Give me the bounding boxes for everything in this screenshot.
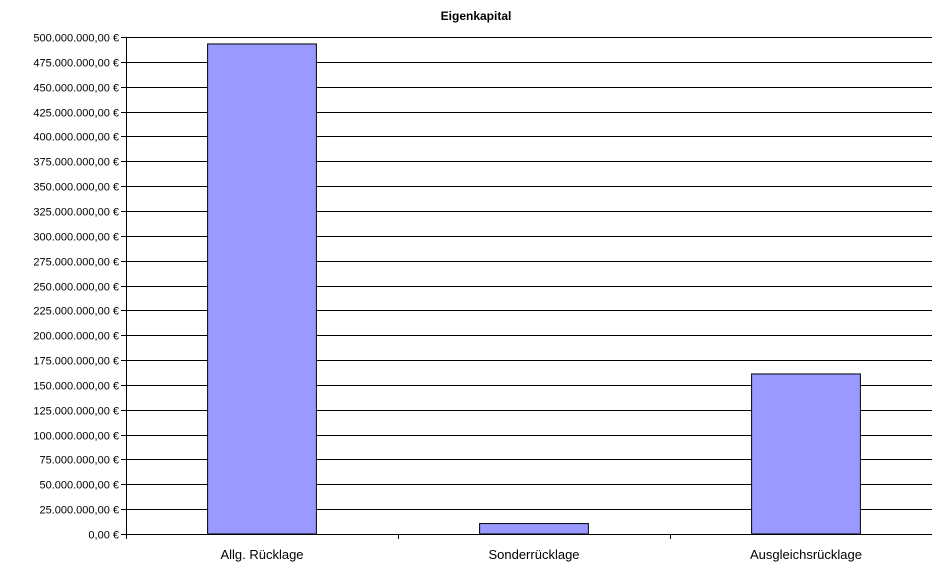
y-tick-label: 50.000.000,00 € bbox=[39, 480, 119, 492]
y-tick-label: 125.000.000,00 € bbox=[33, 406, 119, 418]
y-tick-label: 200.000.000,00 € bbox=[33, 331, 119, 343]
bar bbox=[479, 523, 589, 535]
y-tick-label: 500.000.000,00 € bbox=[33, 33, 119, 45]
y-tick-label: 175.000.000,00 € bbox=[33, 356, 119, 368]
y-tick-label: 150.000.000,00 € bbox=[33, 381, 119, 393]
y-tick-label: 275.000.000,00 € bbox=[33, 257, 119, 269]
y-tick-label: 375.000.000,00 € bbox=[33, 157, 119, 169]
bar bbox=[751, 373, 861, 535]
chart-title: Eigenkapital bbox=[441, 9, 512, 23]
y-tick-label: 100.000.000,00 € bbox=[33, 431, 119, 443]
y-tick-label: 325.000.000,00 € bbox=[33, 207, 119, 219]
bar bbox=[207, 43, 317, 535]
labels: 0,00 € 25.000.000,00 € 50.000.000,00 € 75.0… bbox=[33, 33, 862, 563]
x-category-label: Allg. Rücklage bbox=[220, 547, 303, 562]
x-category-label: Sonderrücklage bbox=[488, 547, 579, 562]
y-tick-label: 300.000.000,00 € bbox=[33, 232, 119, 244]
y-tick-label: 25.000.000,00 € bbox=[39, 505, 119, 517]
y-tick-label: 475.000.000,00 € bbox=[33, 58, 119, 70]
y-tick-label: 400.000.000,00 € bbox=[33, 132, 119, 144]
bars bbox=[207, 43, 861, 535]
y-tick-label: 75.000.000,00 € bbox=[39, 455, 119, 467]
y-tick-label: 250.000.000,00 € bbox=[33, 282, 119, 294]
y-tick-label: 350.000.000,00 € bbox=[33, 182, 119, 194]
y-tick-label: 425.000.000,00 € bbox=[33, 108, 119, 120]
y-tick-label: 225.000.000,00 € bbox=[33, 306, 119, 318]
y-tick-label: 0,00 € bbox=[88, 530, 119, 542]
x-category-label: Ausgleichsrücklage bbox=[750, 547, 862, 562]
y-tick-label: 450.000.000,00 € bbox=[33, 83, 119, 95]
